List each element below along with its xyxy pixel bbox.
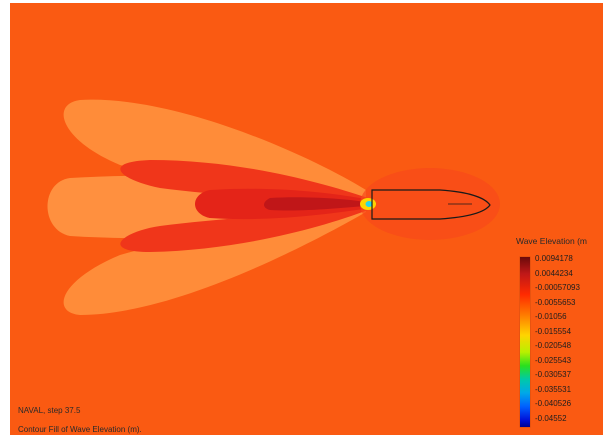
hull-halo: [360, 168, 500, 240]
legend-value: -0.040526: [535, 399, 572, 408]
bow-cyan: [365, 201, 373, 207]
result-caption: Contour Fill of Wave Elevation (m).: [18, 425, 142, 434]
wake-outer-upper: [63, 99, 366, 200]
legend-value: 0.0044234: [535, 268, 573, 278]
legend-value: -0.0055653: [535, 297, 576, 307]
legend-value: -0.04552: [535, 413, 567, 423]
legend-value: -0.01056: [535, 312, 567, 321]
legend-value: 0.0094178: [535, 254, 573, 263]
step-caption: NAVAL, step 37.5: [18, 406, 81, 415]
legend-title: Wave Elevation (m: [516, 236, 588, 246]
legend-value: -0.035531: [535, 384, 572, 394]
wake-dark-core: [264, 197, 366, 211]
legend-value: -0.015554: [535, 326, 572, 336]
wake-mid-lower: [120, 208, 368, 252]
legend-value: -0.020548: [535, 341, 572, 350]
legend-value: -0.00057093: [535, 283, 580, 292]
legend-colorbar: [520, 257, 530, 427]
legend-value: -0.030537: [535, 370, 572, 379]
legend-value: -0.025543: [535, 355, 572, 365]
hull-outline: [371, 189, 491, 220]
wake-outer-lower: [63, 210, 366, 315]
